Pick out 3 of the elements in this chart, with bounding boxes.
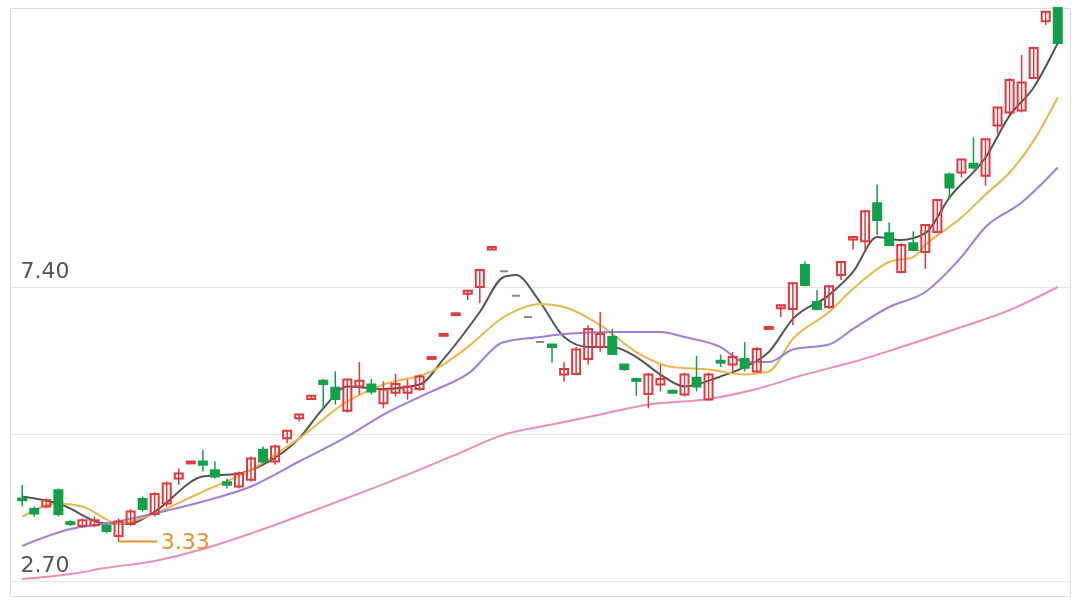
y-tick-label: 2.70 <box>20 552 70 578</box>
y-tick-label: 7.40 <box>20 258 70 284</box>
annotation: 3.33 <box>160 528 210 554</box>
